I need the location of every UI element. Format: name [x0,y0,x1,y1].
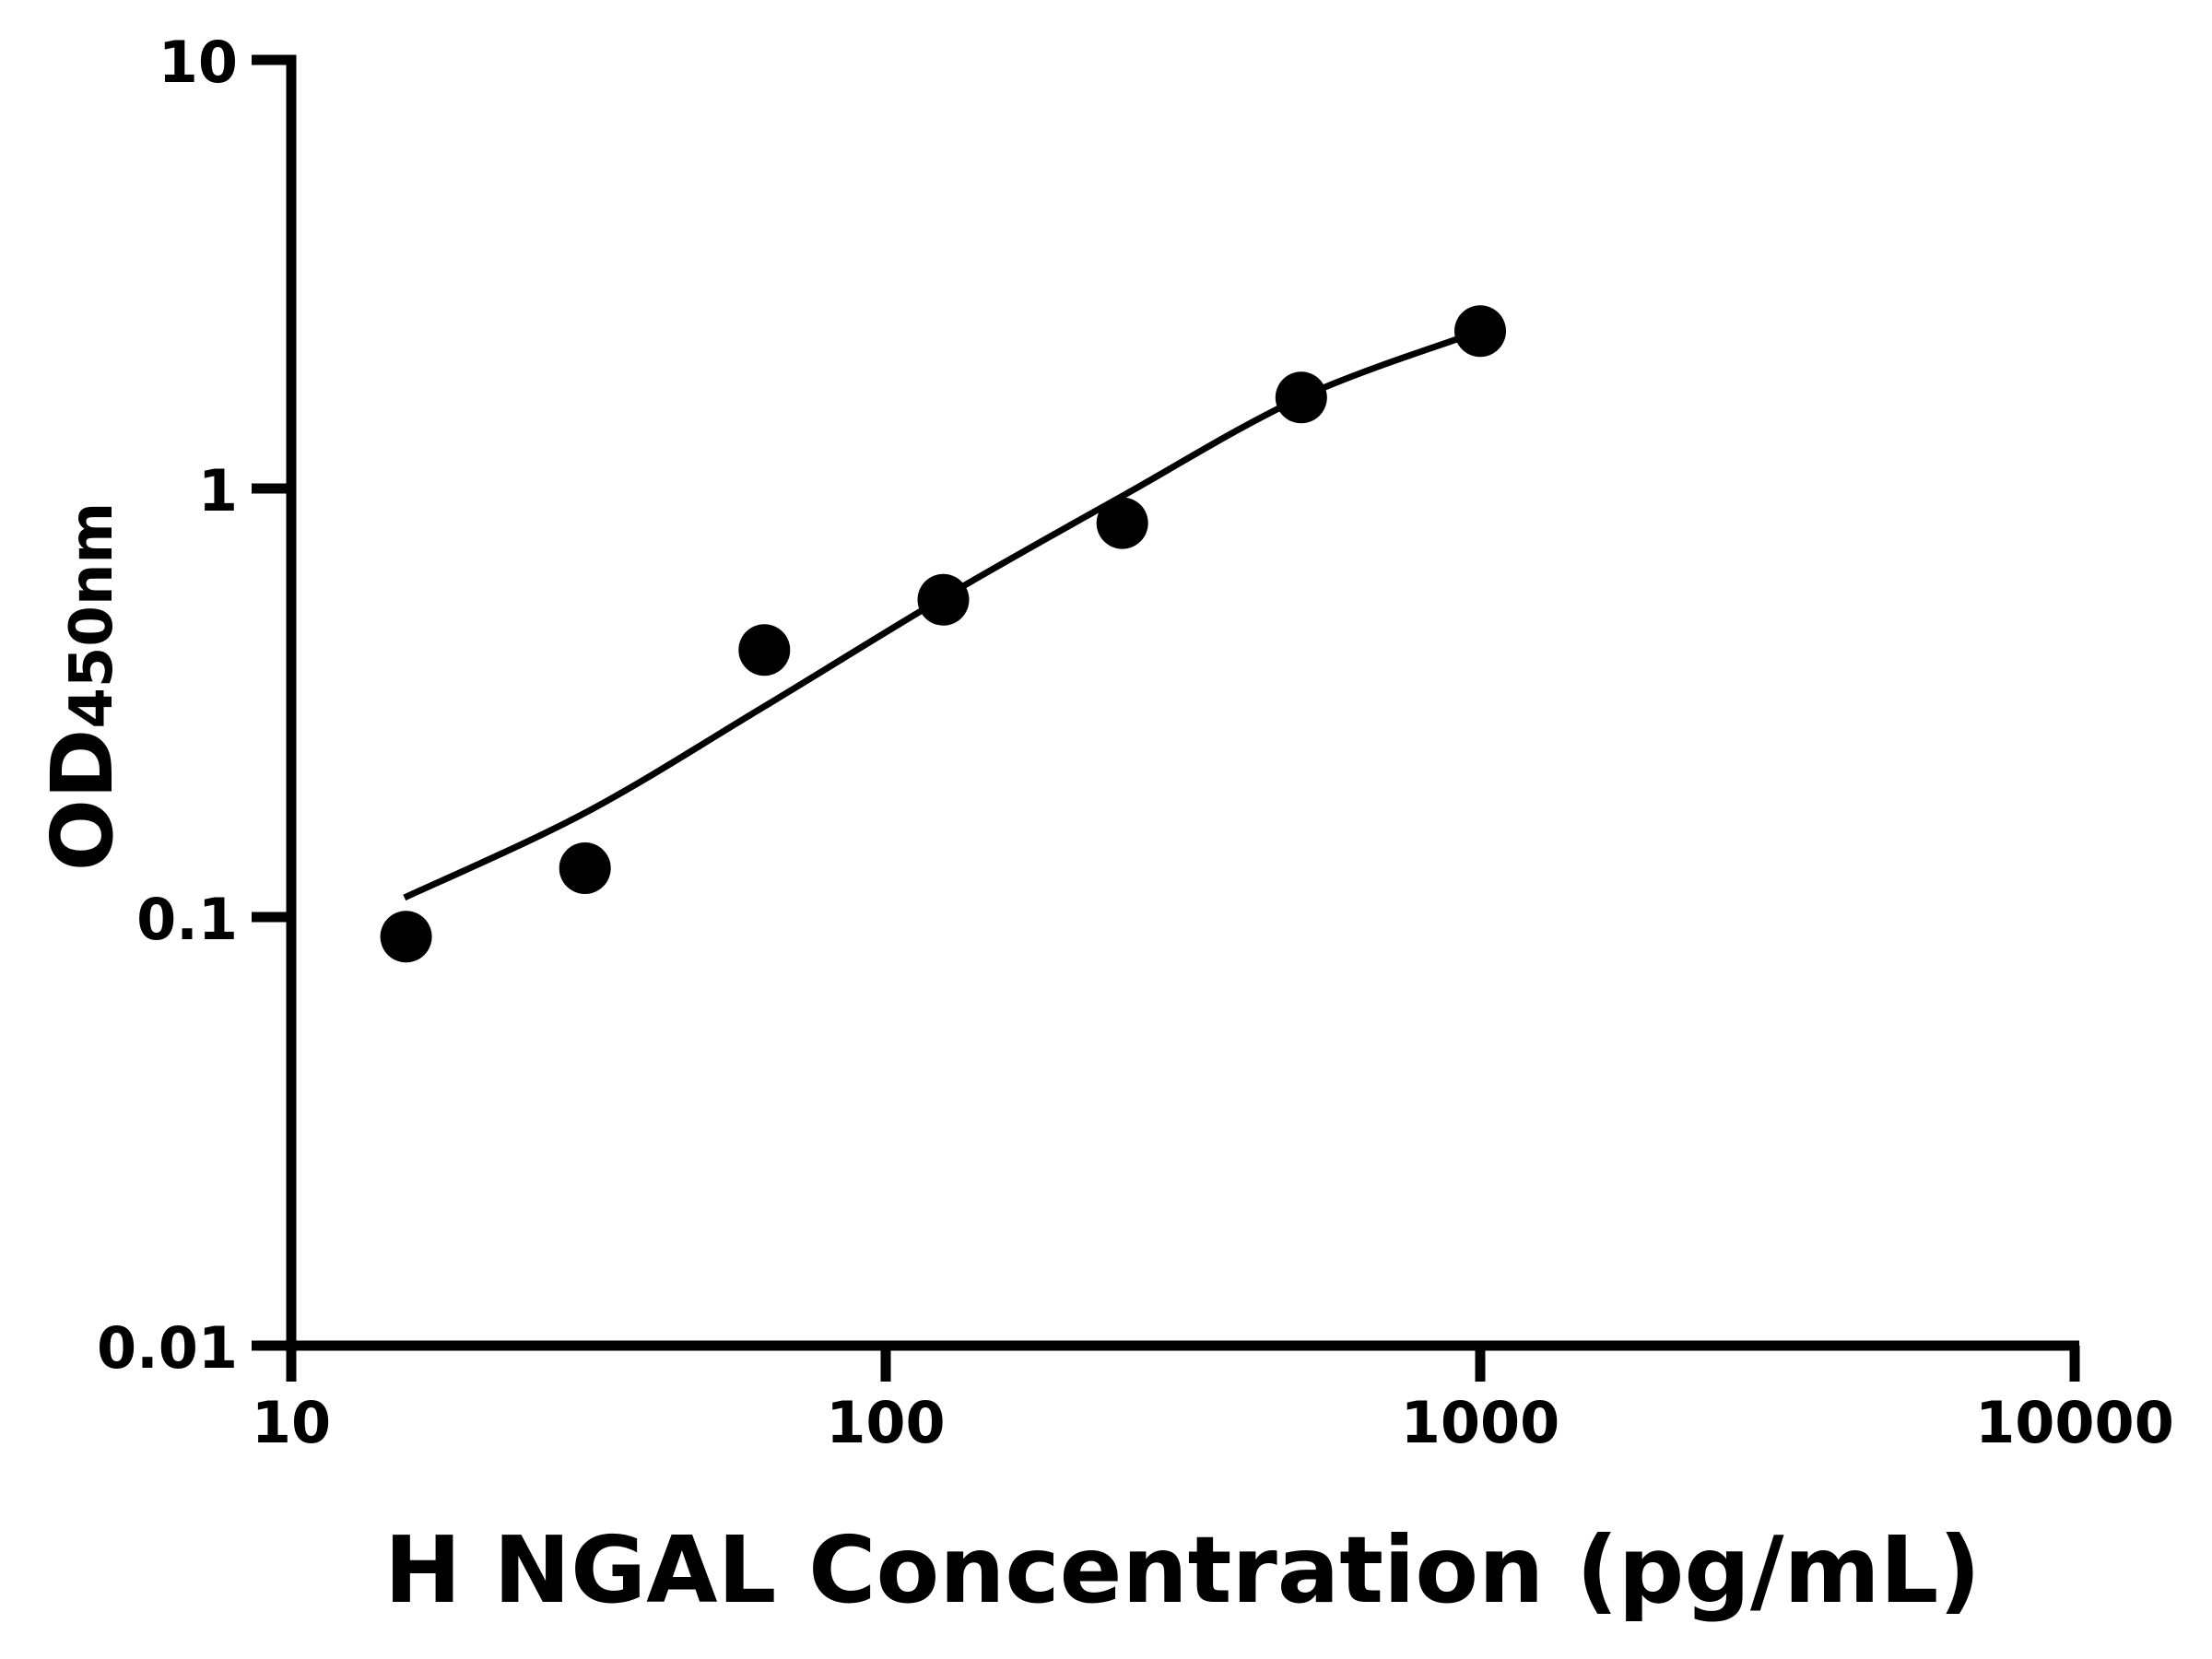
data-point [1275,371,1327,424]
y-tick-label: 1 [198,457,238,524]
x-tick-label: 10000 [1975,1389,2174,1456]
x-tick-label: 1000 [1401,1389,1560,1456]
y-axis-title-main: OD [33,729,132,872]
data-point [380,911,432,963]
data-points [380,305,1506,963]
y-tick-labels: 10 1 0.1 0.01 [97,29,238,1382]
axes [286,55,2079,1382]
y-tick-label: 10 [159,29,238,96]
data-point [917,573,970,626]
y-axis-title-subscript: 450nm [58,502,126,729]
y-tick-label: 0.01 [97,1314,238,1382]
x-tick-labels: 10 100 1000 10000 [252,1389,2174,1456]
data-point [1454,305,1506,358]
axis-ticks [252,54,2080,1382]
y-axis-title: OD450nm [33,502,132,871]
data-point [1096,497,1148,549]
x-tick-label: 100 [826,1389,945,1456]
x-axis-title: H NGAL Concentration (pg/mL) [384,1516,1981,1624]
data-point [559,842,611,894]
y-tick-label: 0.1 [136,886,238,953]
x-tick-label: 10 [252,1389,331,1456]
data-point [738,624,791,677]
